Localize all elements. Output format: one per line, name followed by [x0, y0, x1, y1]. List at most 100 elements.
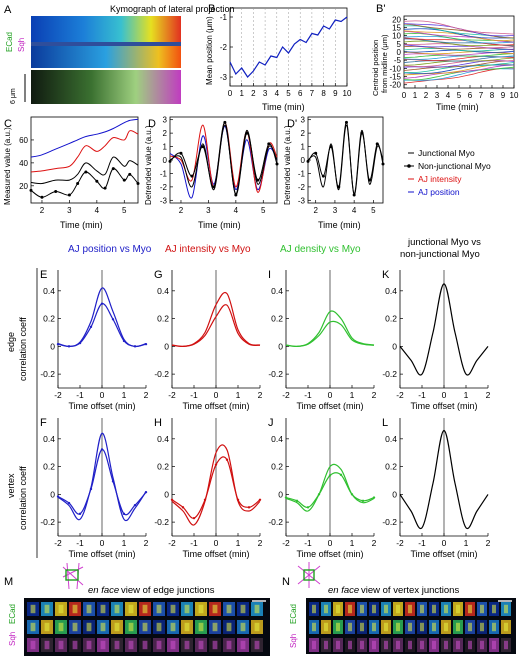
legend-item-aj-position: AJ position	[408, 187, 460, 197]
junction-signal	[198, 622, 204, 632]
junction-signal	[128, 622, 134, 632]
corr-xlabel: Time offset (min)	[410, 549, 477, 559]
panel-n: N en face view of vertex junctions ECad …	[282, 562, 516, 654]
junction-signal	[156, 640, 162, 650]
legend-item-junctional-myo: Junctional Myo	[408, 148, 475, 158]
panel-m-sqh-label: Sqh	[8, 632, 17, 646]
y-tick-label: -0.2	[268, 369, 283, 379]
junction-signal	[142, 622, 148, 632]
junction-signal	[198, 604, 204, 614]
corr-marker	[89, 487, 93, 491]
y-tick-label: -5	[394, 56, 402, 65]
junction-signal	[254, 622, 260, 632]
corr-marker	[56, 495, 60, 498]
x-tick-label: 0	[328, 390, 333, 400]
corr-curve	[57, 432, 147, 522]
junction-signal	[226, 640, 232, 650]
x-tick-label: -2	[282, 538, 290, 548]
y-tick-label: 0	[278, 489, 283, 499]
corr-marker	[339, 473, 343, 477]
x-tick-label: 10	[343, 89, 352, 98]
x-tick-label: 6	[298, 89, 303, 98]
y-tick-label: 0.4	[271, 434, 283, 444]
junction-signal	[468, 604, 472, 614]
junction-signal	[456, 640, 460, 650]
y-tick-label: 10	[392, 32, 401, 41]
y-tick-label: -3	[160, 196, 168, 205]
panel-letter: H	[154, 417, 162, 429]
junction-signal	[86, 640, 92, 650]
y-tick-label: 0	[164, 489, 169, 499]
corr-xlabel: Time offset (min)	[182, 401, 249, 411]
x-tick-label: 2	[372, 538, 377, 548]
junction-signal	[58, 640, 64, 650]
corr-marker	[284, 496, 288, 499]
series-marker	[352, 193, 356, 197]
y-tick-label: 0	[163, 156, 168, 165]
panel-letter: G	[154, 269, 163, 281]
y-tick-label: -0.2	[382, 517, 397, 527]
junction-signal	[142, 640, 148, 650]
junction-signal	[504, 604, 508, 614]
junction-signal	[170, 604, 176, 614]
corr-marker	[214, 463, 218, 466]
x-tick-label: 2	[258, 538, 263, 548]
corr-marker	[122, 339, 126, 343]
series-line	[30, 168, 139, 198]
y-tick-label: -2	[298, 183, 306, 192]
y-tick-label: -0.2	[40, 369, 55, 379]
series-marker	[95, 179, 99, 183]
junction-signal	[212, 640, 218, 650]
x-tick-label: 1	[350, 390, 355, 400]
x-tick-label: 1	[464, 538, 469, 548]
junction-signal	[444, 622, 448, 632]
kymograph-merge-strip	[31, 70, 181, 104]
panel-dp: D' 2 3 4 5 3 2 1 0 -1 -2 -3 Time (min) Detrended …	[283, 116, 385, 230]
junction-signal	[408, 604, 412, 614]
corr-marker	[89, 325, 93, 329]
y-tick-label: -15	[389, 73, 401, 82]
junction-signal	[408, 622, 412, 632]
corr-xlabel: Time offset (min)	[296, 549, 363, 559]
panel-b-gridlines	[241, 8, 336, 86]
junction-signal	[480, 604, 484, 614]
junction-signal	[360, 622, 364, 632]
junction-signal	[396, 604, 400, 614]
series-marker	[223, 120, 227, 124]
junction-signal	[58, 622, 64, 632]
corr-marker	[236, 498, 240, 501]
panel-b-yticks: -1 -2 -3	[220, 13, 233, 82]
junction-signal	[212, 622, 218, 632]
junction-signal	[114, 622, 120, 632]
series-marker	[29, 188, 33, 192]
y-tick-label: -0.2	[154, 517, 169, 527]
corr-curve-nonjunctional	[171, 304, 261, 348]
panel-letter: I	[268, 269, 271, 281]
y-tick-label: 0	[392, 489, 397, 499]
series-marker	[40, 195, 44, 199]
y-tick-label: -0.2	[268, 517, 283, 527]
x-tick-label: -1	[190, 538, 198, 548]
series-marker	[212, 185, 216, 189]
corr-marker	[317, 493, 321, 496]
corr-subplot-i: I0.4 0.2 0 -0.2 -2 -1 0 1 2 Time offset (min)	[268, 269, 377, 411]
centroid-trajectory	[403, 28, 515, 39]
x-tick-label: 4	[352, 206, 357, 215]
corr-marker	[133, 345, 137, 348]
corr-marker	[78, 512, 82, 516]
panel-n-tiles	[309, 602, 511, 652]
kymograph-sqh-label: Sqh	[17, 38, 26, 52]
row-label-edge-line2: correlation coeff	[18, 317, 28, 381]
junction-signal	[254, 604, 260, 614]
x-tick-label: 1	[236, 390, 241, 400]
x-tick-label: 1	[464, 390, 469, 400]
junction-signal	[114, 640, 120, 650]
centroid-trajectory	[403, 20, 515, 35]
corr-marker	[247, 506, 251, 509]
x-tick-label: 5	[122, 206, 127, 215]
edge-junction-icon	[62, 562, 84, 590]
panel-c-xticks: 2 3 4 5	[40, 200, 127, 215]
panel-m: M en face view of edge junctions ECad Sq…	[4, 562, 270, 656]
corr-curve-nonjunctional	[285, 320, 375, 348]
